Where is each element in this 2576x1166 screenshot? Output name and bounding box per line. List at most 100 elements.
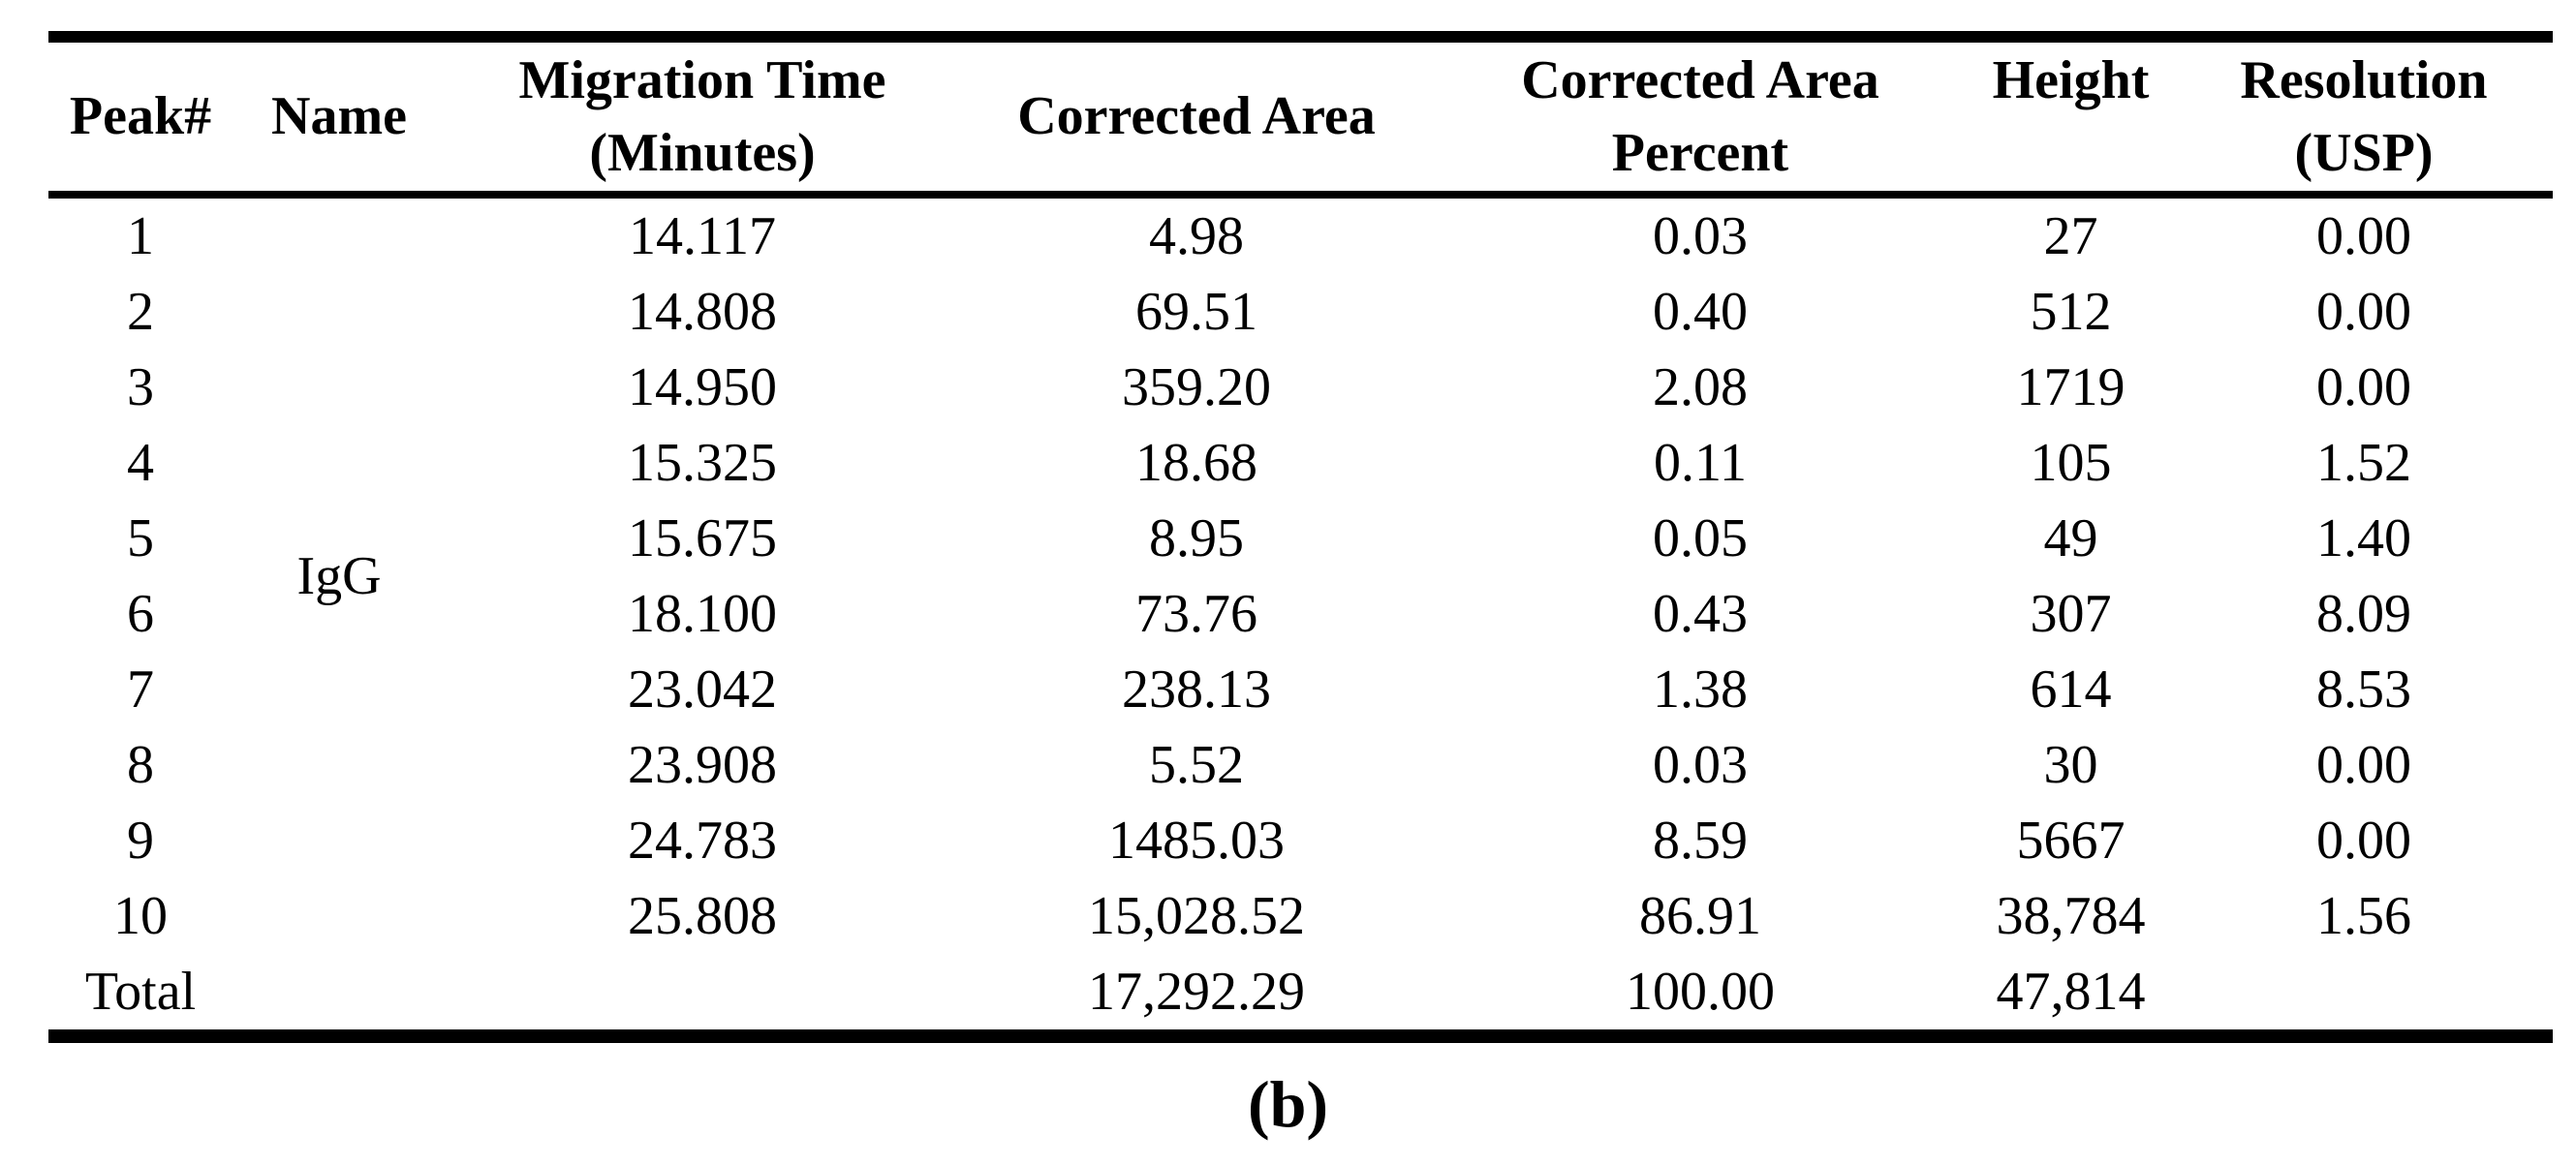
migration-time: 15.325 (628, 433, 777, 493)
table-row: 10 25.808 15,028.52 86.91 38,784 1.56 (48, 878, 2553, 954)
resolution-value: 0.00 (2316, 357, 2411, 417)
height-value: 105 (2030, 433, 2112, 493)
height-value: 1719 (2016, 357, 2126, 417)
resolution-value: 0.00 (2316, 735, 2411, 795)
peak-number: 8 (127, 735, 154, 795)
header-peak: Peak# (48, 45, 233, 190)
header-peak-label: Peak# (69, 86, 212, 146)
corrected-area-percent: 1.38 (1653, 660, 1748, 720)
total-height: 47,814 (1996, 962, 2146, 1022)
migration-time: 15.675 (628, 508, 777, 568)
resolution-value: 0.00 (2316, 206, 2411, 266)
peak-number: 7 (127, 660, 154, 720)
table-row: 8 23.908 5.52 0.03 30 0.00 (48, 727, 2553, 803)
peak-number: 6 (127, 584, 154, 644)
corrected-area: 15,028.52 (1088, 886, 1305, 946)
corrected-area-percent: 0.43 (1653, 584, 1748, 644)
name-group-cell: IgG (296, 546, 382, 606)
height-value: 49 (2043, 508, 2098, 568)
header-height: Height (1967, 45, 2175, 190)
corrected-area-percent: 0.11 (1654, 433, 1747, 493)
peak-number: 3 (127, 357, 154, 417)
corrected-area-percent: 0.03 (1653, 735, 1748, 795)
resolution-value: 1.52 (2316, 433, 2411, 493)
corrected-area-percent: 0.05 (1653, 508, 1748, 568)
height-value: 307 (2030, 584, 2112, 644)
table-row: 7 23.042 238.13 1.38 614 8.53 (48, 652, 2553, 727)
header-corrected-area-label: Corrected Area (1017, 86, 1376, 146)
corrected-area: 1485.03 (1108, 811, 1285, 871)
migration-time: 14.117 (629, 206, 776, 266)
total-row: Total 17,292.29 100.00 47,814 (48, 954, 2553, 1029)
peak-number: 4 (127, 433, 154, 493)
corrected-area-percent: 86.91 (1639, 886, 1761, 946)
resolution-value: 0.00 (2316, 811, 2411, 871)
corrected-area-percent: 0.03 (1653, 206, 1748, 266)
total-corrected-area: 17,292.29 (1088, 962, 1305, 1022)
corrected-area: 73.76 (1135, 584, 1257, 644)
corrected-area: 8.95 (1149, 508, 1244, 568)
migration-time (446, 954, 959, 1029)
header-migration-line1: Migration Time (518, 49, 886, 110)
corrected-area: 359.20 (1122, 357, 1271, 417)
migration-time: 23.908 (628, 735, 777, 795)
header-percent-line2: Percent (1611, 122, 1789, 183)
resolution-value: 1.56 (2316, 886, 2411, 946)
table-row: 9 24.783 1485.03 8.59 5667 0.00 (48, 803, 2553, 878)
header-name-label: Name (271, 86, 407, 146)
corrected-area-percent: 8.59 (1653, 811, 1748, 871)
corrected-area: 5.52 (1149, 735, 1244, 795)
migration-time: 24.783 (628, 811, 777, 871)
subfigure-label: (b) (1247, 1067, 1329, 1141)
resolution-value: 8.09 (2316, 584, 2411, 644)
total-corrected-area-percent: 100.00 (1626, 962, 1775, 1022)
name-cell (233, 954, 446, 1029)
table-top-rule (48, 31, 2553, 43)
table-header-rule (48, 191, 2553, 199)
migration-time: 25.808 (628, 886, 777, 946)
header-name: Name (233, 45, 446, 190)
table-bottom-rule (48, 1029, 2553, 1043)
header-resolution-line2: (USP) (2294, 122, 2434, 183)
peak-data-table: Peak# Name Migration Time (Minutes) Corr… (48, 31, 2553, 1043)
table-row: 3 14.950 359.20 2.08 1719 0.00 (48, 350, 2553, 425)
height-value: 30 (2043, 735, 2098, 795)
corrected-area: 18.68 (1135, 433, 1257, 493)
migration-time: 23.042 (628, 660, 777, 720)
peak-number: 1 (127, 206, 154, 266)
height-value: 512 (2030, 282, 2112, 342)
migration-time: 14.808 (628, 282, 777, 342)
resolution-value: 8.53 (2316, 660, 2411, 720)
corrected-area: 4.98 (1149, 206, 1244, 266)
height-value: 614 (2030, 660, 2112, 720)
peak-number: 5 (127, 508, 154, 568)
header-height-label: Height (1992, 49, 2150, 110)
table-row: 1 14.117 4.98 0.03 27 0.00 (48, 199, 2553, 274)
height-value: 5667 (2016, 811, 2126, 871)
peak-number: 9 (127, 811, 154, 871)
peak-number: 10 (113, 886, 168, 946)
corrected-area: 238.13 (1122, 660, 1271, 720)
table-row: 4 15.325 18.68 0.11 105 1.52 (48, 425, 2553, 501)
migration-time: 18.100 (628, 584, 777, 644)
resolution-value: 1.40 (2316, 508, 2411, 568)
table-header-row: Peak# Name Migration Time (Minutes) Corr… (48, 43, 2553, 191)
resolution-value: 0.00 (2316, 282, 2411, 342)
header-resolution-line1: Resolution (2240, 49, 2488, 110)
corrected-area: 69.51 (1135, 282, 1257, 342)
migration-time: 14.950 (628, 357, 777, 417)
height-value: 38,784 (1996, 886, 2146, 946)
header-percent-line1: Corrected Area (1521, 49, 1879, 110)
table-row: 2 14.808 69.51 0.40 512 0.00 (48, 274, 2553, 350)
header-resolution: Resolution (USP) (2175, 45, 2553, 190)
header-migration-time: Migration Time (Minutes) (446, 45, 959, 190)
corrected-area-percent: 2.08 (1653, 357, 1748, 417)
header-migration-line2: (Minutes) (589, 122, 816, 183)
header-corrected-area: Corrected Area (959, 45, 1434, 190)
table-body: IgG 1 14.117 4.98 0.03 27 0.00 2 14.808 … (48, 199, 2553, 1029)
header-corrected-area-percent: Corrected Area Percent (1434, 45, 1967, 190)
peak-number: 2 (127, 282, 154, 342)
resolution-value (2175, 954, 2553, 1029)
corrected-area-percent: 0.40 (1653, 282, 1748, 342)
